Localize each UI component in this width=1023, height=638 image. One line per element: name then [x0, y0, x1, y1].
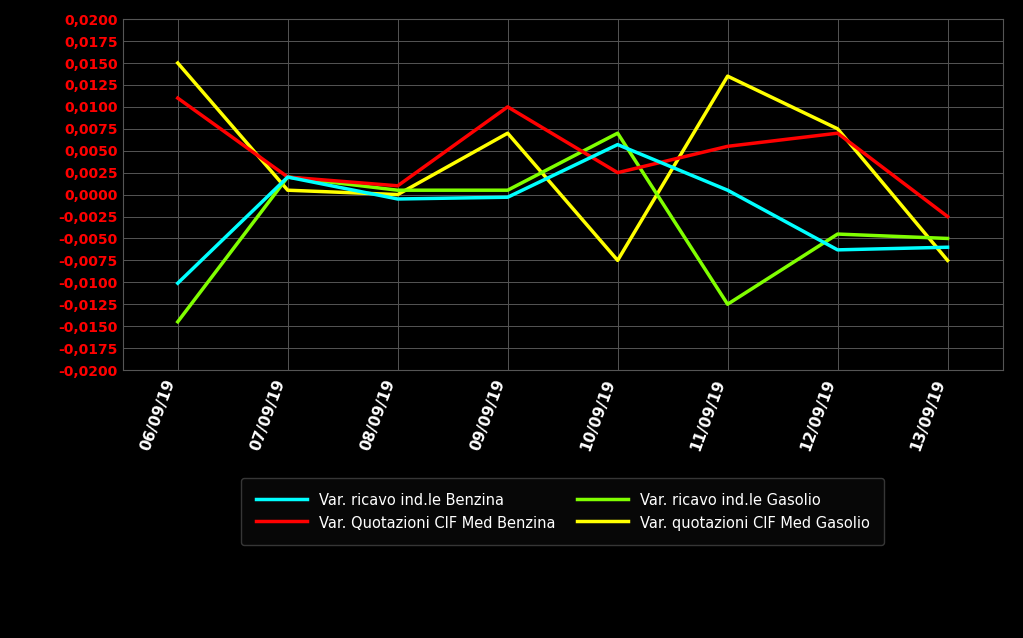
Var. ricavo ind.le Gasolio	[501, 186, 514, 194]
Var. quotazioni CIF Med Gasolio	[612, 256, 624, 264]
Var. ricavo ind.le Gasolio	[392, 186, 404, 194]
Var. quotazioni CIF Med Gasolio	[392, 191, 404, 198]
Var. ricavo ind.le Benzina	[501, 193, 514, 201]
Var. ricavo ind.le Benzina	[721, 186, 733, 194]
Var. quotazioni CIF Med Gasolio	[721, 72, 733, 80]
Var. ricavo ind.le Gasolio	[941, 235, 953, 242]
Var. Quotazioni CIF Med Benzina	[392, 182, 404, 189]
Line: Var. ricavo ind.le Gasolio: Var. ricavo ind.le Gasolio	[178, 133, 947, 322]
Var. Quotazioni CIF Med Benzina	[721, 142, 733, 150]
Var. ricavo ind.le Benzina	[832, 246, 844, 254]
Line: Var. ricavo ind.le Benzina: Var. ricavo ind.le Benzina	[178, 145, 947, 283]
Var. Quotazioni CIF Med Benzina	[941, 212, 953, 220]
Var. quotazioni CIF Med Gasolio	[172, 59, 184, 67]
Var. ricavo ind.le Gasolio	[172, 318, 184, 325]
Var. Quotazioni CIF Med Benzina	[172, 94, 184, 102]
Var. quotazioni CIF Med Gasolio	[941, 256, 953, 264]
Var. Quotazioni CIF Med Benzina	[281, 174, 294, 181]
Var. Quotazioni CIF Med Benzina	[832, 130, 844, 137]
Line: Var. quotazioni CIF Med Gasolio: Var. quotazioni CIF Med Gasolio	[178, 63, 947, 260]
Var. ricavo ind.le Benzina	[172, 279, 184, 287]
Var. Quotazioni CIF Med Benzina	[501, 103, 514, 111]
Var. ricavo ind.le Benzina	[941, 244, 953, 251]
Var. ricavo ind.le Benzina	[392, 195, 404, 203]
Line: Var. Quotazioni CIF Med Benzina: Var. Quotazioni CIF Med Benzina	[178, 98, 947, 216]
Var. ricavo ind.le Gasolio	[721, 300, 733, 308]
Var. ricavo ind.le Gasolio	[612, 130, 624, 137]
Var. quotazioni CIF Med Gasolio	[281, 186, 294, 194]
Var. Quotazioni CIF Med Benzina	[612, 169, 624, 177]
Var. ricavo ind.le Gasolio	[832, 230, 844, 238]
Var. ricavo ind.le Benzina	[612, 141, 624, 149]
Var. quotazioni CIF Med Gasolio	[832, 125, 844, 133]
Var. quotazioni CIF Med Gasolio	[501, 130, 514, 137]
Var. ricavo ind.le Gasolio	[281, 174, 294, 181]
Var. ricavo ind.le Benzina	[281, 174, 294, 181]
Legend: Var. ricavo ind.le Benzina, Var. Quotazioni CIF Med Benzina, Var. ricavo ind.le : Var. ricavo ind.le Benzina, Var. Quotazi…	[241, 478, 884, 545]
